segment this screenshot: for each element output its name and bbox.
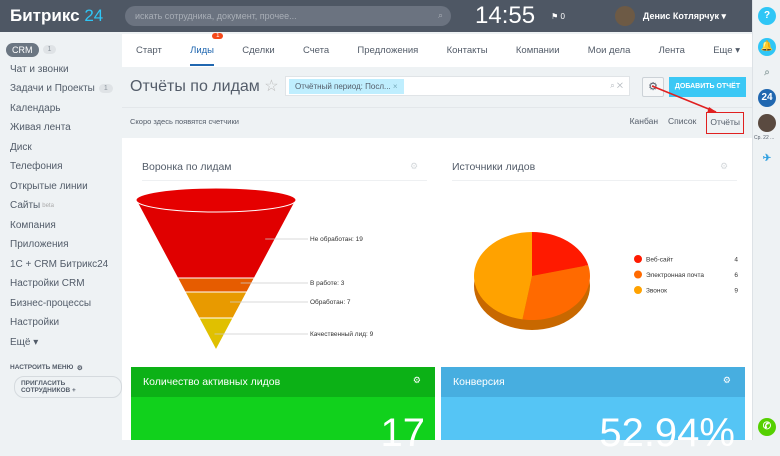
tab[interactable]: Счета — [302, 45, 330, 56]
filter-input[interactable]: Отчётный период: Посл... × ⌕ ✕ — [285, 76, 630, 96]
flag-counter[interactable]: ⚑ 0 — [551, 11, 565, 21]
conversion-value: 52.94% — [599, 411, 735, 455]
widget-title: Количество активных лидов — [143, 376, 281, 388]
tab[interactable]: Еще ▾ — [713, 45, 740, 56]
clock[interactable]: 14:55 — [475, 2, 536, 29]
sidebar-item[interactable]: Ещё ▾ — [10, 336, 39, 348]
gear-icon[interactable]: ⚙ — [412, 375, 421, 385]
gear-icon[interactable]: ⚙ — [410, 161, 419, 171]
contact-avatar[interactable] — [758, 114, 776, 132]
search-input[interactable]: искать сотрудника, документ, прочее... ⌕ — [125, 6, 451, 26]
conversion-widget: Конверсия ⚙ 52.94% — [441, 367, 745, 455]
funnel-segment — [176, 277, 256, 293]
sidebar-item[interactable]: Настройки CRM — [10, 278, 85, 290]
sidebar-item[interactable]: Настройки — [10, 317, 60, 329]
active-leads-value: 17 — [380, 411, 426, 455]
tab[interactable]: Лента — [658, 45, 685, 56]
tab[interactable]: Предложения — [357, 45, 419, 56]
legend-label: Электронная почта — [646, 272, 704, 279]
sources-widget-title: Источники лидов — [452, 161, 536, 173]
funnel-label: Обработан: 7 — [310, 298, 351, 306]
sidebar-item[interactable]: Телефония — [10, 161, 63, 173]
phone-icon[interactable]: ✆ — [758, 418, 776, 436]
legend-value: 4 — [734, 257, 738, 264]
view-list[interactable]: Список — [668, 116, 697, 126]
sidebar-item[interactable]: 1С + CRM Битрикс24 — [10, 258, 109, 270]
view-kanban[interactable]: Канбан — [629, 116, 659, 126]
counters-bar: Скоро здесь появятся счетчики Канбан Спи… — [122, 107, 752, 135]
b24-icon[interactable]: 24 — [758, 89, 776, 107]
search-clear-icons[interactable]: ⌕ ✕ — [610, 81, 623, 90]
legend-label: Веб-сайт — [646, 256, 673, 264]
sidebar: CRM 1 Чат и звонки Задачи и Проекты 1 Календ… — [0, 40, 122, 399]
sidebar-item[interactable]: Приложения — [10, 239, 69, 251]
pie-slice — [532, 232, 589, 276]
page-title: Отчёты по лидам ☆ — [130, 78, 279, 95]
sidebar-item[interactable]: Календарь — [10, 102, 61, 114]
active-leads-widget: Количество активных лидов ⚙ 17 — [131, 367, 435, 455]
counters-note: Скоро здесь появятся счетчики — [130, 117, 239, 126]
charts-layer: Не обработан: 19 В работе: 3 Обработан: 7 К… — [135, 187, 738, 352]
legend-label: Звонок — [646, 288, 667, 295]
chat-icon[interactable]: ✈ — [762, 153, 772, 164]
tab[interactable]: Старт — [136, 45, 162, 56]
sidebar-item[interactable]: Чат и звонки — [10, 63, 69, 75]
view-reports[interactable]: Отчёты — [706, 112, 744, 134]
tab[interactable]: Сделки — [242, 45, 275, 56]
funnel-top — [135, 187, 297, 213]
sidebar-item[interactable]: Открытые линии — [10, 180, 88, 192]
legend-marker — [634, 270, 642, 279]
user-menu[interactable]: Денис Котлярчук ▾ — [642, 10, 726, 21]
sidebar-item[interactable]: Бизнес-процессы — [10, 297, 92, 309]
gear-icon[interactable]: ⚙ — [720, 161, 729, 171]
widget-title: Конверсия — [453, 376, 505, 388]
configure-menu[interactable]: НАСТРОИТЬ МЕНЮ ⚙ — [10, 364, 83, 372]
tab[interactable]: Мои дела — [587, 45, 631, 56]
gear-icon[interactable]: ⚙ — [722, 375, 731, 385]
avatar[interactable] — [614, 6, 635, 26]
bell-icon[interactable]: 🔔 — [758, 38, 776, 56]
invite-button[interactable]: ПРИГЛАСИТЬ СОТРУДНИКОВ + — [0, 376, 122, 399]
pie-slice — [473, 232, 532, 320]
search-icon: ⌕ — [437, 10, 443, 20]
funnel-segment — [184, 291, 248, 319]
legend-value: 6 — [734, 272, 738, 279]
funnel-label: Качественный лид: 9 — [310, 330, 374, 338]
filter-chip[interactable]: Отчётный период: Посл... × — [289, 79, 404, 94]
sidebar-item[interactable]: Диск — [10, 141, 32, 153]
sidebar-item-crm[interactable]: CRM 1 — [0, 40, 122, 60]
pie-slice — [522, 265, 590, 320]
date-label: Ср. 22 ... — [754, 135, 775, 141]
legend-marker — [634, 286, 642, 294]
top-bar: Битрикс 24 искать сотрудника, документ, … — [0, 0, 752, 32]
tab[interactable]: Компании — [515, 45, 560, 56]
help-icon[interactable]: ? — [758, 7, 776, 25]
funnel-label: В работе: 3 — [310, 279, 345, 287]
funnel-label: Не обработан: 19 — [310, 235, 363, 243]
crm-tabs: Старт Лиды 1 Сделки Счета Предложения Контакты… — [122, 33, 752, 67]
sidebar-item[interactable]: Живая лента — [10, 122, 71, 134]
search-icon[interactable]: ⌕ — [764, 67, 770, 78]
tab[interactable]: Лиды 1 — [190, 33, 224, 66]
sidebar-item[interactable]: Сайты beta — [10, 200, 54, 212]
sidebar-item[interactable]: Компания — [10, 219, 56, 231]
legend-marker — [634, 255, 642, 263]
star-icon[interactable]: ☆ — [264, 78, 279, 95]
right-bar: ? 🔔 ⌕ 24 Ср. 22 ... ✈ ✆ — [752, 0, 780, 440]
tab[interactable]: Контакты — [446, 45, 488, 56]
sidebar-item[interactable]: Задачи и Проекты 1 — [0, 79, 122, 99]
funnel-widget-title: Воронка по лидам — [142, 161, 232, 173]
logo[interactable]: Битрикс 24 — [10, 6, 104, 25]
legend-value: 9 — [734, 288, 738, 295]
